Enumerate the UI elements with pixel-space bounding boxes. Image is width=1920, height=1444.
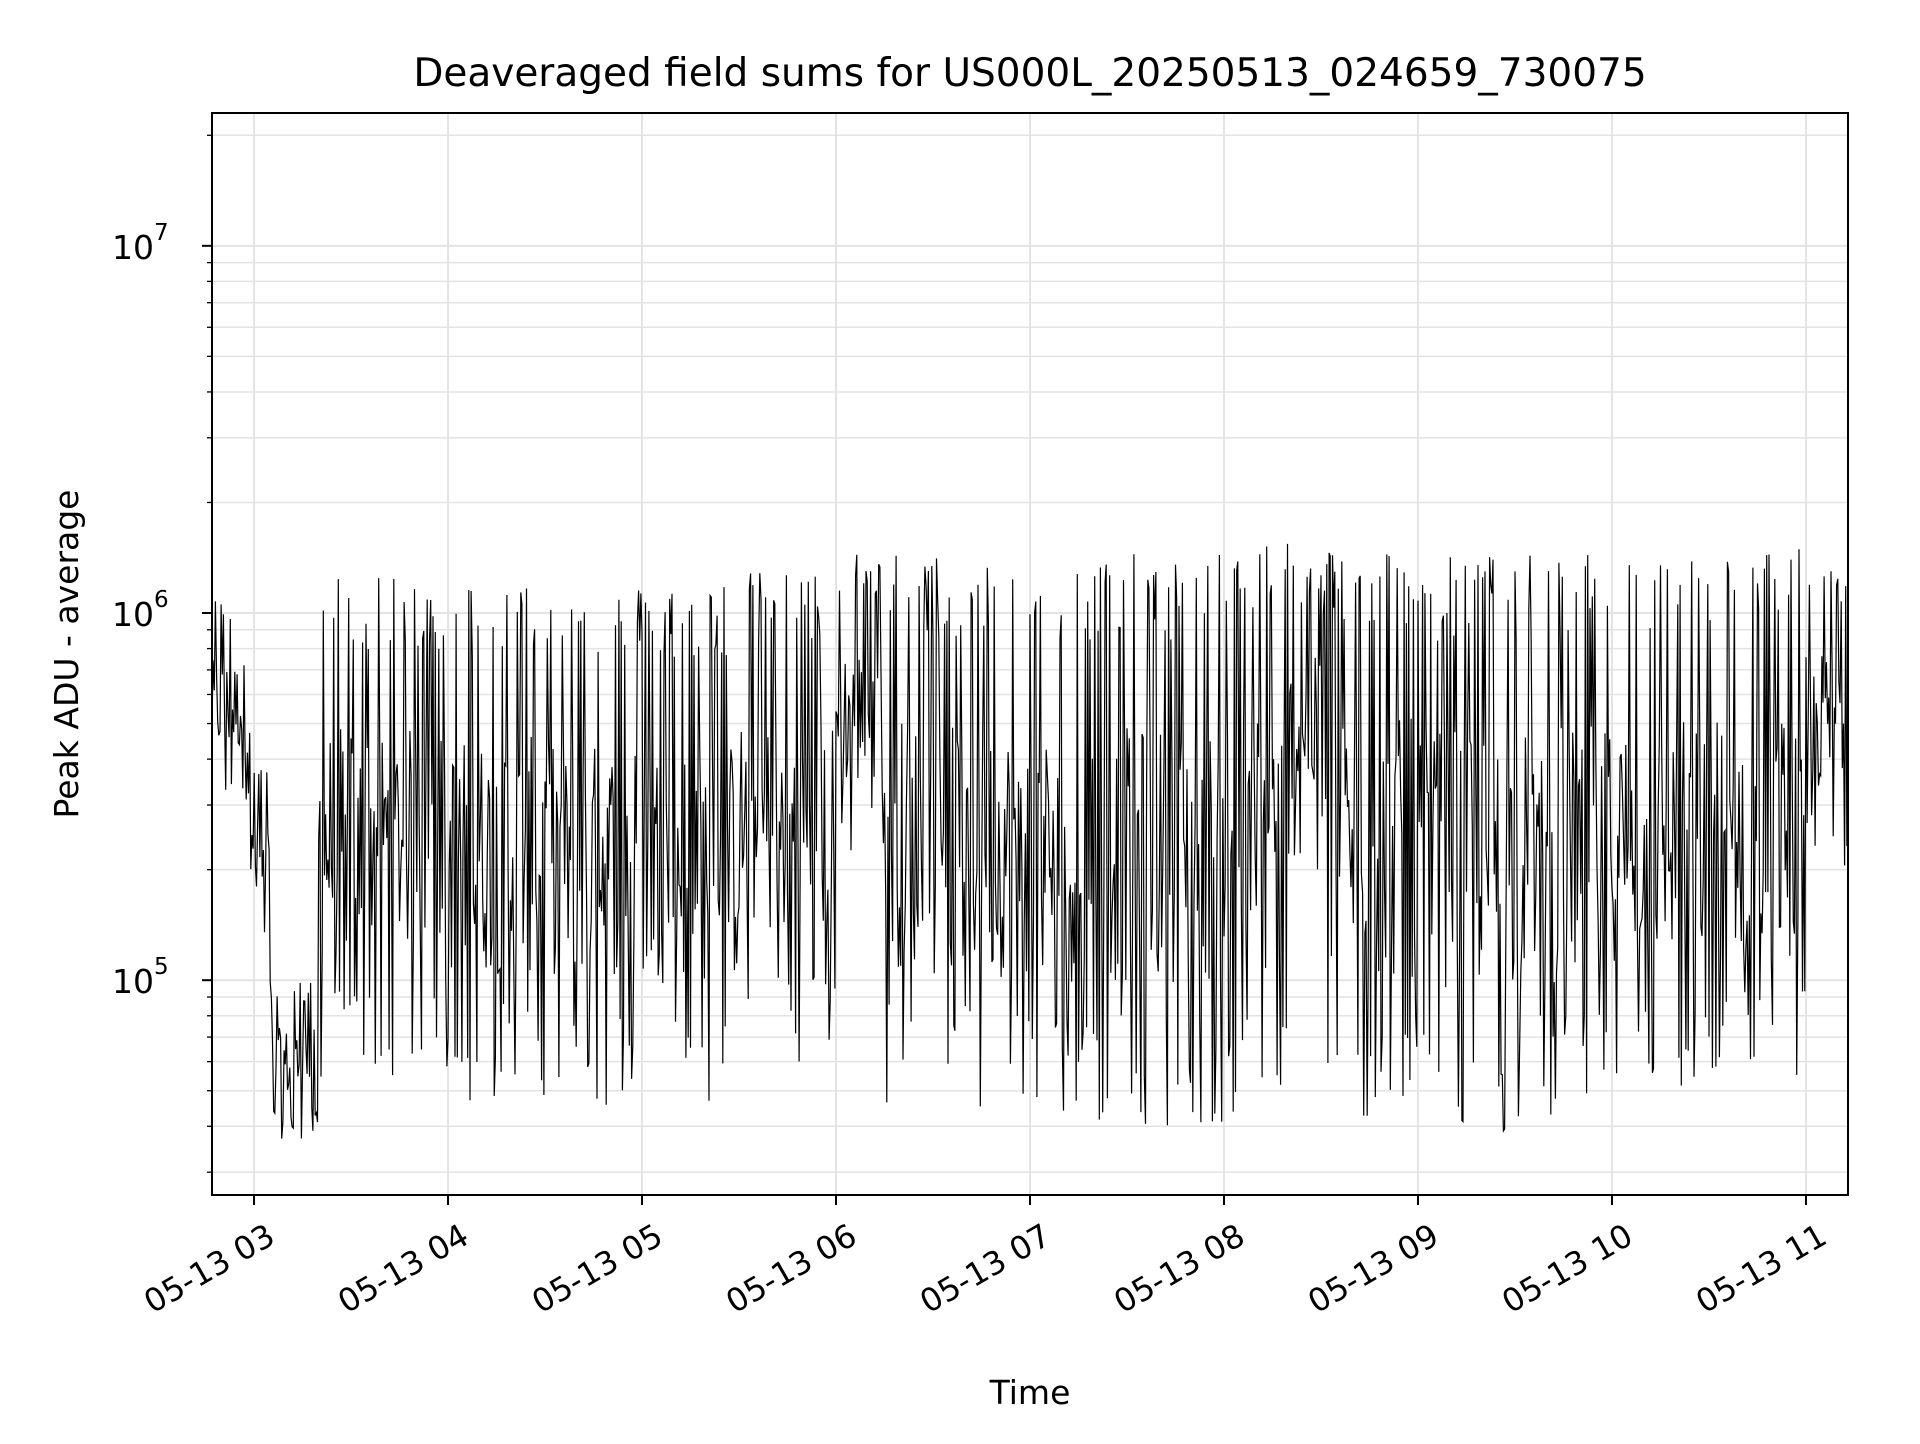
y-tick-exponent: 5 [154,954,169,980]
x-axis-label: Time [989,1373,1071,1412]
y-tick-base: 10 [112,595,154,634]
y-tick-label: 10 [112,962,154,1001]
chart-title: Deaveraged field sums for US000L_2025051… [413,51,1646,96]
y-tick-exponent: 7 [154,220,169,246]
y-tick-exponent: 6 [154,587,169,613]
series-line [211,543,1848,1139]
y-axis-label: Peak ADU - average [47,490,86,819]
y-tick-label: 10 [112,595,154,634]
y-tick-base: 10 [112,962,154,1001]
y-tick-base: 10 [112,228,154,267]
line-layer [211,543,1848,1139]
y-tick-label: 10 [112,228,154,267]
